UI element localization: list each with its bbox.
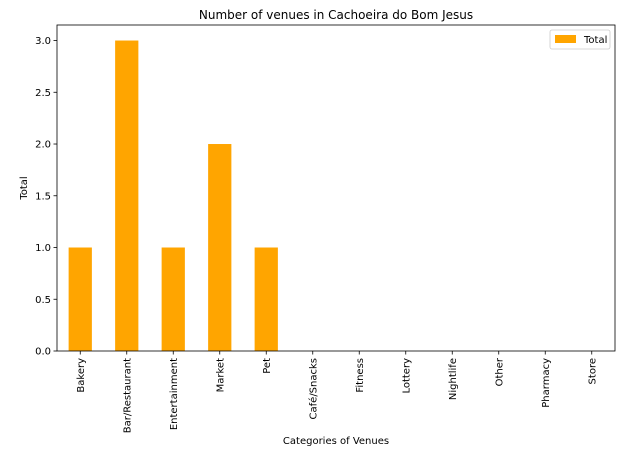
x-tick-label: Bar/Restaurant	[122, 358, 133, 433]
y-tick-label: 0.5	[35, 295, 51, 306]
x-tick-label: Café/Snacks	[307, 358, 319, 419]
y-axis-title: Total	[19, 176, 30, 200]
bar	[254, 247, 278, 351]
legend-label: Total	[583, 35, 607, 46]
chart-title: Number of venues in Cachoeira do Bom Jes…	[199, 8, 473, 22]
y-tick-label: 0.0	[35, 347, 51, 358]
x-tick-label: Lottery	[401, 358, 412, 394]
x-tick-label: Market	[215, 358, 226, 392]
y-tick-label: 3.0	[35, 36, 51, 47]
x-tick-label: Entertainment	[169, 358, 180, 430]
legend-swatch	[555, 35, 576, 43]
plot-area: 0.0 0.5 1.0 1.5 2.0 2.5 3.0 Bakery Bar/Restauran…	[35, 36, 598, 433]
x-tick-label: Other	[494, 357, 505, 386]
x-tick-label: Bakery	[76, 358, 87, 393]
plot-frame	[56, 24, 616, 352]
x-tick-label: Store	[587, 358, 598, 384]
legend: Total	[549, 29, 611, 50]
bar	[208, 144, 232, 351]
x-tick-label: Nightlife	[448, 358, 459, 400]
y-tick-label: 1.5	[35, 191, 51, 202]
legend-box	[549, 29, 611, 50]
bar	[115, 40, 139, 352]
x-tick-label: Pharmacy	[541, 358, 552, 408]
x-tick-label: Fitness	[355, 358, 366, 393]
y-tick-label: 2.5	[35, 88, 51, 99]
x-tick-label: Pet	[262, 358, 273, 374]
bar	[161, 247, 185, 351]
bar	[68, 247, 92, 351]
y-tick-label: 1.0	[35, 243, 51, 254]
y-tick-label: 2.0	[35, 140, 51, 151]
x-axis-title: Categories of Venues	[283, 436, 389, 447]
